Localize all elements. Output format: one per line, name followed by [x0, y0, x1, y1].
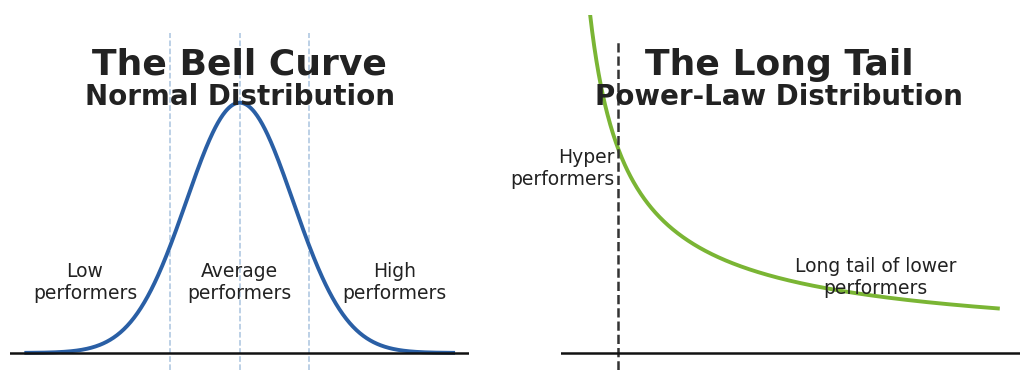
Text: The Long Tail: The Long Tail	[645, 48, 914, 82]
Text: Long tail of lower
performers: Long tail of lower performers	[795, 257, 956, 298]
Text: Low
performers: Low performers	[33, 262, 137, 304]
Text: Power-Law Distribution: Power-Law Distribution	[595, 83, 963, 111]
Text: Hyper
performers: Hyper performers	[510, 148, 614, 189]
Text: High
performers: High performers	[342, 262, 447, 304]
Text: The Bell Curve: The Bell Curve	[93, 48, 387, 82]
Text: Normal Distribution: Normal Distribution	[84, 83, 394, 111]
Text: Average
performers: Average performers	[187, 262, 291, 304]
